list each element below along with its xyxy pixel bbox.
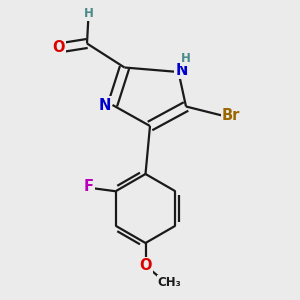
Text: H: H (84, 7, 93, 20)
Text: O: O (52, 40, 65, 56)
Text: CH₃: CH₃ (158, 275, 182, 289)
Text: N: N (99, 98, 111, 112)
Text: N: N (175, 63, 188, 78)
Text: Br: Br (222, 108, 240, 123)
Text: F: F (84, 179, 94, 194)
Text: O: O (139, 258, 152, 273)
Text: H: H (181, 52, 191, 65)
